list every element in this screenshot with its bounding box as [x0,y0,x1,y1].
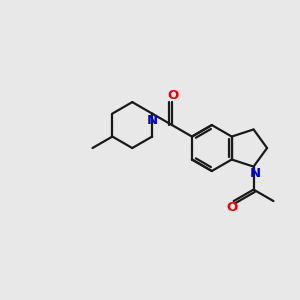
Text: N: N [250,167,261,180]
Text: O: O [167,89,178,102]
Text: O: O [226,201,238,214]
Text: N: N [147,114,158,127]
